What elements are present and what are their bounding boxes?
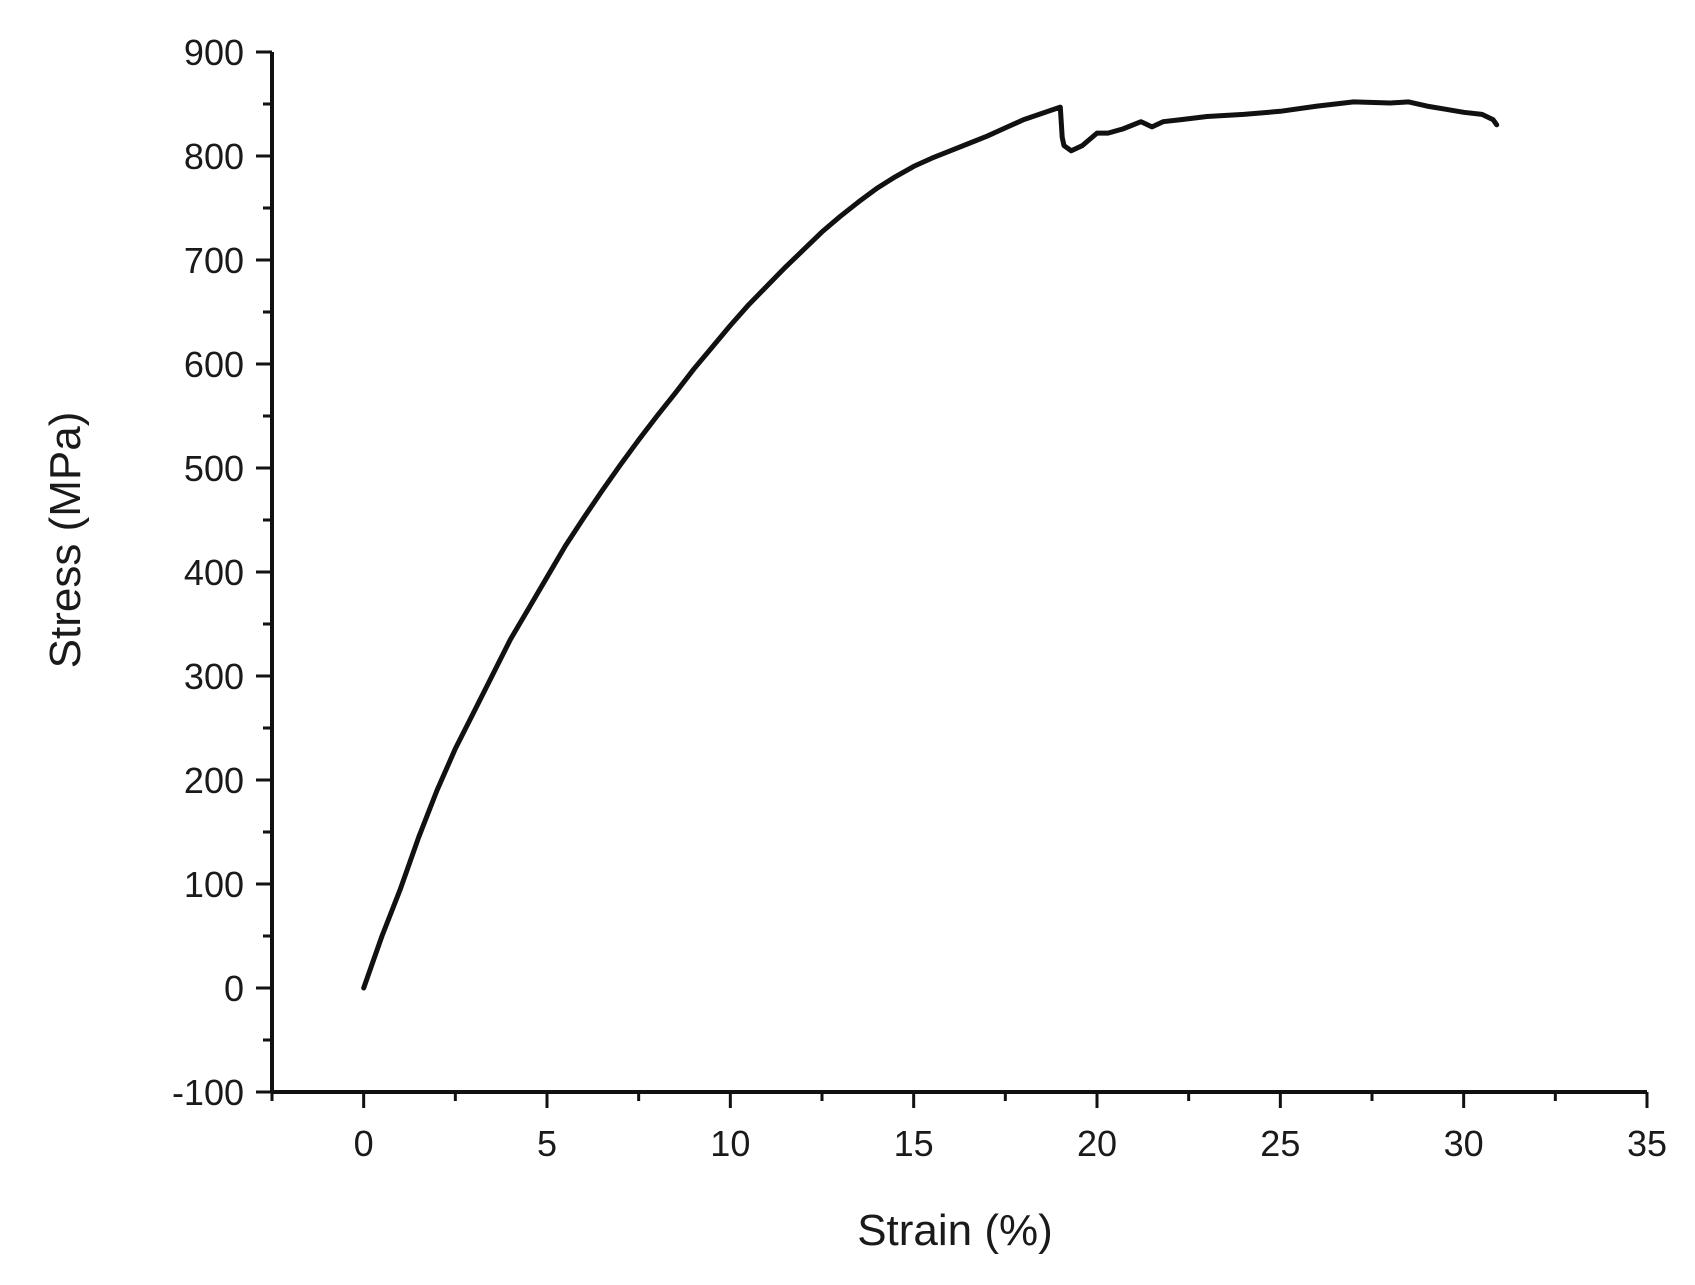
x-tick-label: 25: [1260, 1123, 1300, 1164]
y-tick-label: 100: [184, 864, 244, 905]
x-tick-label: 5: [537, 1123, 557, 1164]
tick-labels-layer: 0 5 10 15 20 25 30 35 -100 0 100 200 300 400 500 600 700…: [172, 32, 1667, 1164]
x-tick-label: 35: [1627, 1123, 1667, 1164]
x-tick-label: 30: [1444, 1123, 1484, 1164]
x-tick-label: 10: [710, 1123, 750, 1164]
ticks-layer: [256, 50, 1649, 1108]
y-tick-label: 500: [184, 448, 244, 489]
y-tick-label: 600: [184, 344, 244, 385]
stress-strain-line: [361, 99, 1500, 991]
y-tick-label: 400: [184, 552, 244, 593]
y-tick-label: 300: [184, 656, 244, 697]
series-layer: [361, 99, 1500, 991]
y-tick-label: -100: [172, 1072, 244, 1113]
x-axis-title: Strain (%): [857, 1206, 1053, 1255]
y-tick-label: 0: [224, 968, 244, 1009]
y-tick-label: 800: [184, 136, 244, 177]
axes-layer: [270, 52, 1647, 1094]
y-tick-label: 900: [184, 32, 244, 73]
y-axis-title: Stress (MPa): [41, 412, 90, 669]
y-tick-label: 700: [184, 240, 244, 281]
y-tick-label: 200: [184, 760, 244, 801]
x-tick-label: 20: [1077, 1123, 1117, 1164]
x-tick-label: 0: [354, 1123, 374, 1164]
x-tick-label: 15: [894, 1123, 934, 1164]
